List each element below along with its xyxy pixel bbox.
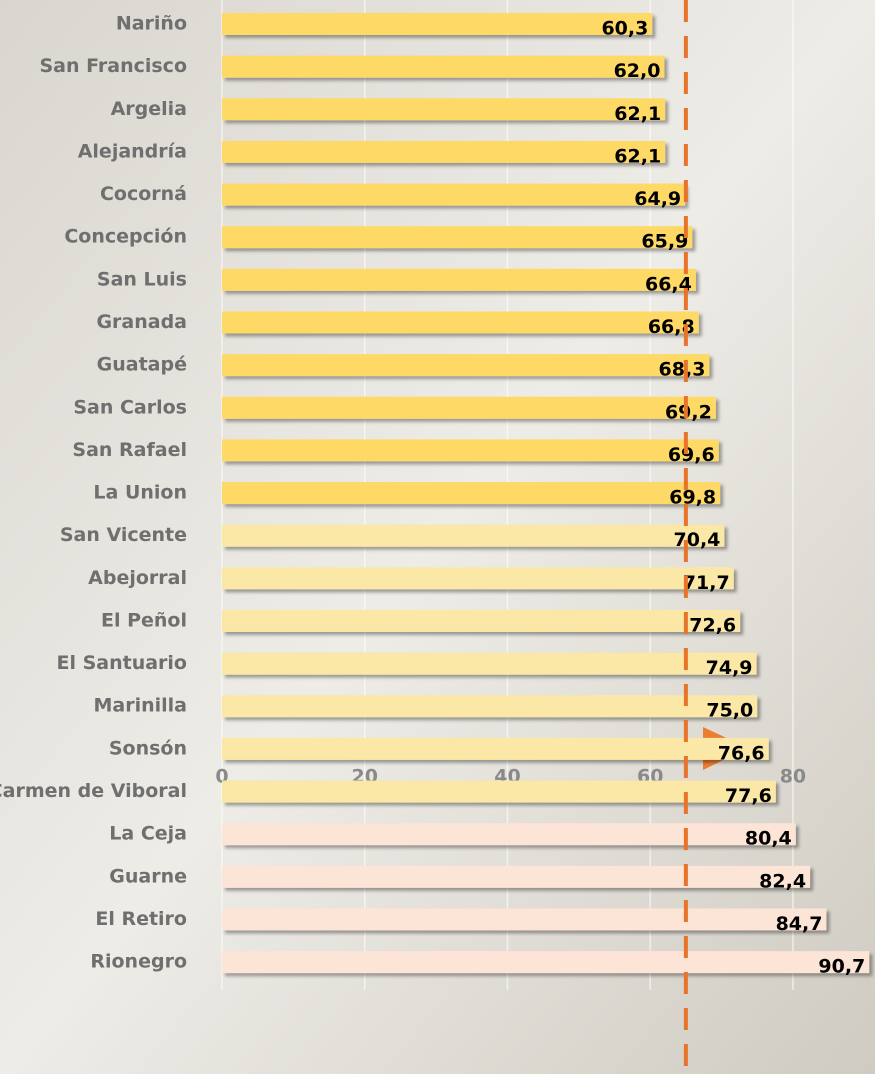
y-tick-label: Abejorral [88,567,187,589]
y-tick-label: Granada [96,311,187,333]
value-label: 65,9 [641,231,688,253]
bar [222,482,721,505]
bar [222,908,827,931]
value-label: 69,6 [668,444,715,466]
y-tick-label: La Ceja [109,823,187,845]
y-tick-label: Argelia [111,98,187,120]
y-tick-label: El Retiro [95,908,187,930]
value-label: 77,6 [725,785,772,807]
bar [222,13,653,35]
value-label: 66,4 [645,273,692,295]
y-tick-label: La Union [93,482,187,504]
y-tick-label: El Peñol [101,609,187,631]
bar [222,865,811,888]
y-tick-label: San Rafael [72,439,187,461]
bar [222,737,769,760]
bar [222,183,686,206]
y-tick-label: El Santuario [56,652,187,674]
bar [222,951,870,974]
value-label: 68,3 [659,359,706,381]
bar [222,652,757,675]
bar [222,268,696,291]
bar [222,695,758,718]
value-label: 90,7 [818,956,865,978]
bar [222,524,725,547]
bar [222,439,719,462]
value-label: 72,6 [689,614,736,636]
value-label: 70,4 [674,529,721,551]
value-label: 80,4 [745,828,792,850]
y-tick-label: San Vicente [60,524,187,546]
bar [222,780,776,803]
x-tick-label: 80 [780,766,806,788]
bar [222,140,666,163]
value-label: 64,9 [634,188,681,210]
y-tick-label: San Luis [97,268,187,290]
y-tick-label: San Francisco [39,55,187,77]
value-label: 74,9 [706,657,753,679]
bar [222,609,741,632]
bar [222,98,666,121]
y-tick-label: Nariño [116,13,187,35]
bar [222,226,693,249]
bar [222,311,699,334]
value-label: 69,8 [669,487,716,509]
bar [222,396,716,419]
y-tick-label: Cocorná [100,183,187,205]
y-tick-label: Concepción [64,226,187,248]
y-tick-label: Guarne [109,865,187,887]
value-label: 76,6 [718,742,765,764]
value-label: 71,7 [683,572,730,594]
value-label: 75,0 [706,700,753,722]
y-tick-label: Marinilla [94,695,188,717]
bar [222,55,665,78]
value-label: 82,4 [759,870,806,892]
y-tick-label: El Carmen de Viboral [0,780,187,802]
y-tick-label: Rionegro [90,951,187,973]
value-label: 60,3 [601,18,648,40]
value-label: 62,1 [614,103,661,125]
y-tick-label: Sonsón [109,737,187,759]
bar [222,567,734,590]
value-label: 66,8 [648,316,695,338]
y-tick-label: San Carlos [73,396,187,418]
value-label: 84,7 [776,913,823,935]
y-tick-label: Guatapé [97,354,187,376]
bar [222,354,710,377]
value-label: 62,1 [614,145,661,167]
value-label: 69,2 [665,401,712,423]
value-label: 62,0 [614,60,661,82]
bar [222,823,796,846]
y-tick-label: Alejandría [78,140,187,162]
